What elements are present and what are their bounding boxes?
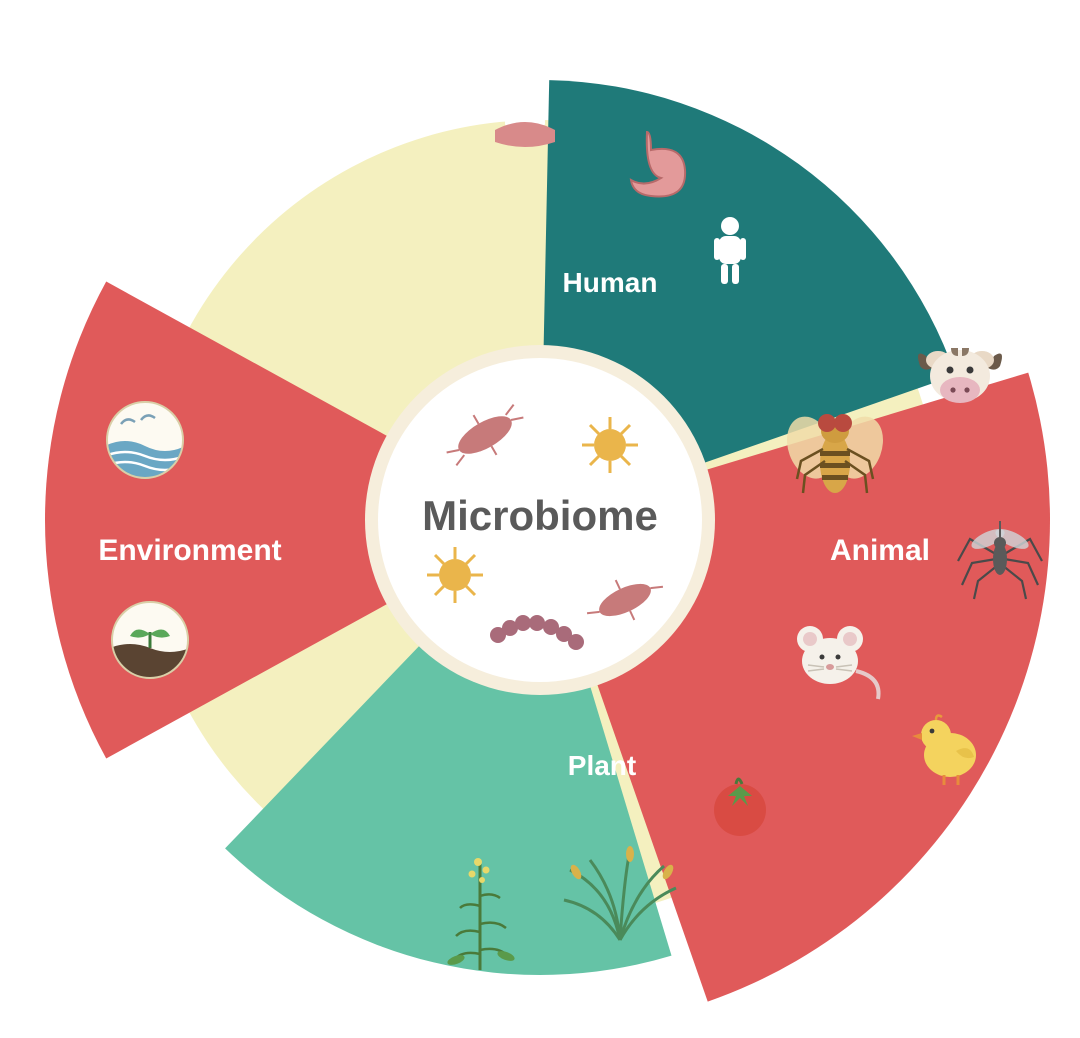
label-animal: Animal <box>830 534 930 567</box>
label-human: Human <box>563 267 658 298</box>
label-environment: Environment <box>98 534 281 567</box>
label-plant: Plant <box>568 750 636 781</box>
microbe-virus-1-icon <box>582 417 638 473</box>
microbe-virus-2-icon <box>427 547 483 603</box>
center-label: Microbiome <box>422 492 658 539</box>
